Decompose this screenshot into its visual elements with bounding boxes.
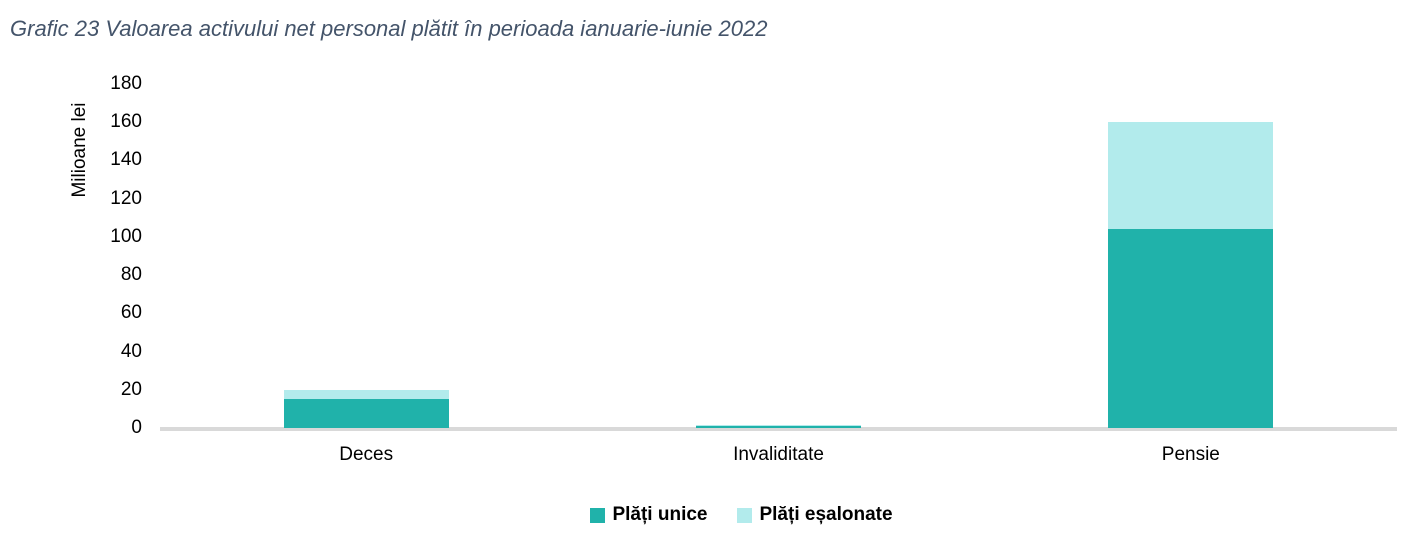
bar-segment-pensie-series-0 [1108, 229, 1274, 428]
chart-title: Grafic 23 Valoarea activului net persona… [10, 16, 768, 41]
legend-item-series-1: Plăți eșalonate [737, 504, 893, 526]
x-category-label: Invaliditate [733, 444, 824, 465]
bar-segment-invaliditate-series-0 [696, 426, 861, 428]
bar-segment-deces-series-1 [283, 389, 449, 400]
y-tick-label: 140 [110, 149, 142, 171]
legend-swatch-icon [737, 507, 753, 523]
y-tick-label: 120 [110, 187, 142, 209]
legend-swatch-icon [590, 507, 606, 523]
legend-item-series-0: Plăți unice [590, 504, 707, 526]
bar-segment-invaliditate-series-1 [696, 425, 861, 427]
bar-segment-deces-series-0 [283, 399, 449, 428]
y-tick-label: 100 [110, 225, 142, 247]
y-tick-label: 60 [120, 302, 142, 324]
bar-segment-pensie-series-1 [1108, 122, 1274, 230]
x-category-label: Pensie [1161, 444, 1220, 465]
y-tick-label: 80 [120, 264, 142, 286]
y-tick-label: 180 [110, 73, 142, 94]
legend-label: Plăți eșalonate [759, 504, 893, 525]
x-category-label: Deces [339, 444, 394, 465]
y-tick-label: 40 [120, 340, 142, 362]
y-tick-label: 160 [110, 111, 142, 133]
y-tick-label: 0 [131, 417, 142, 438]
legend: Plăți unice Plăți eșalonate [62, 504, 1421, 526]
legend-label: Plăți unice [612, 504, 708, 525]
x-axis-line [160, 427, 1397, 431]
y-tick-label: 20 [120, 378, 142, 400]
